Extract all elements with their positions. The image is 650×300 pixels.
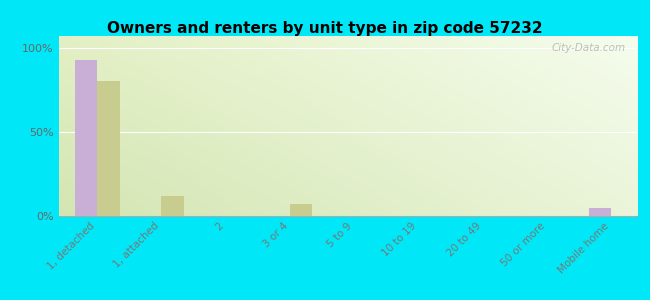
Bar: [161, 196, 184, 216]
Text: Owners and renters by unit type in zip code 57232: Owners and renters by unit type in zip c…: [107, 21, 543, 36]
Bar: [290, 204, 313, 216]
Bar: [75, 60, 97, 216]
Text: City-Data.com: City-Data.com: [551, 43, 625, 53]
Bar: [589, 208, 611, 216]
Bar: [97, 81, 120, 216]
